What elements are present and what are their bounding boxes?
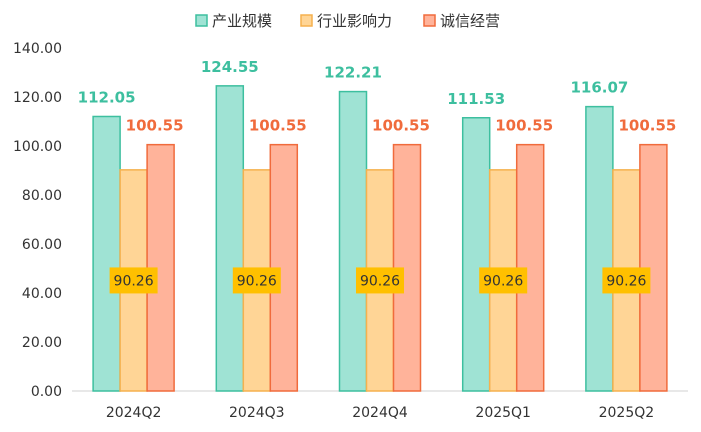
data-label: 100.55 bbox=[495, 117, 553, 135]
y-tick-label: 20.00 bbox=[22, 335, 62, 351]
data-label: 100.55 bbox=[126, 117, 184, 135]
data-label: 122.21 bbox=[324, 64, 382, 82]
data-label: 90.26 bbox=[606, 273, 646, 289]
x-tick-label: 2024Q4 bbox=[352, 405, 408, 421]
y-tick-label: 140.00 bbox=[13, 41, 62, 57]
legend-label-2: 诚信经营 bbox=[440, 12, 500, 30]
data-label: 124.55 bbox=[201, 58, 259, 76]
y-tick-label: 0.00 bbox=[31, 384, 62, 400]
data-label-box bbox=[109, 267, 158, 294]
y-axis: 0.00 20.00 40.00 60.00 80.00 100.00 120.00 140.… bbox=[13, 41, 62, 400]
legend-swatch-2 bbox=[423, 14, 436, 27]
x-axis: 2024Q2 2024Q3 2024Q4 2025Q1 2025Q2 bbox=[72, 390, 688, 421]
data-label: 111.53 bbox=[447, 90, 505, 108]
legend: 产业规模 行业影响力 诚信经营 bbox=[195, 12, 500, 30]
legend-swatch-1 bbox=[300, 14, 313, 27]
data-label: 90.26 bbox=[360, 273, 400, 289]
y-tick-label: 120.00 bbox=[13, 90, 62, 106]
data-label: 90.26 bbox=[237, 273, 277, 289]
data-label: 112.05 bbox=[78, 88, 136, 106]
data-label-box bbox=[479, 267, 528, 294]
bar-0-0 bbox=[92, 115, 121, 392]
bar-0-2 bbox=[338, 90, 368, 392]
x-tick-label: 2025Q1 bbox=[475, 405, 531, 421]
y-tick-label: 60.00 bbox=[22, 237, 62, 253]
data-label-box bbox=[356, 267, 404, 294]
bar-0-4 bbox=[585, 105, 614, 392]
data-label: 100.55 bbox=[372, 117, 430, 135]
y-tick-label: 40.00 bbox=[22, 286, 62, 302]
data-label-box bbox=[602, 267, 651, 294]
data-labels: 112.05 90.26 100.55 124.55 90.26 100.55 122.21… bbox=[78, 58, 676, 294]
x-tick-label: 2024Q2 bbox=[106, 405, 162, 421]
data-label: 90.26 bbox=[483, 273, 523, 289]
data-label: 100.55 bbox=[249, 117, 307, 135]
data-label: 90.26 bbox=[114, 273, 154, 289]
legend-label-0: 产业规模 bbox=[212, 12, 272, 30]
legend-label-1: 行业影响力 bbox=[317, 12, 392, 30]
data-label: 100.55 bbox=[618, 117, 676, 135]
data-label: 116.07 bbox=[570, 79, 628, 97]
y-tick-label: 80.00 bbox=[22, 188, 62, 204]
y-tick-label: 100.00 bbox=[13, 139, 62, 155]
bar-0-3 bbox=[461, 117, 491, 392]
legend-swatch-0 bbox=[195, 14, 208, 27]
bar-0-1 bbox=[215, 85, 245, 392]
x-tick-label: 2025Q2 bbox=[599, 405, 655, 421]
data-label-box bbox=[232, 267, 281, 294]
x-tick-label: 2024Q3 bbox=[229, 405, 285, 421]
